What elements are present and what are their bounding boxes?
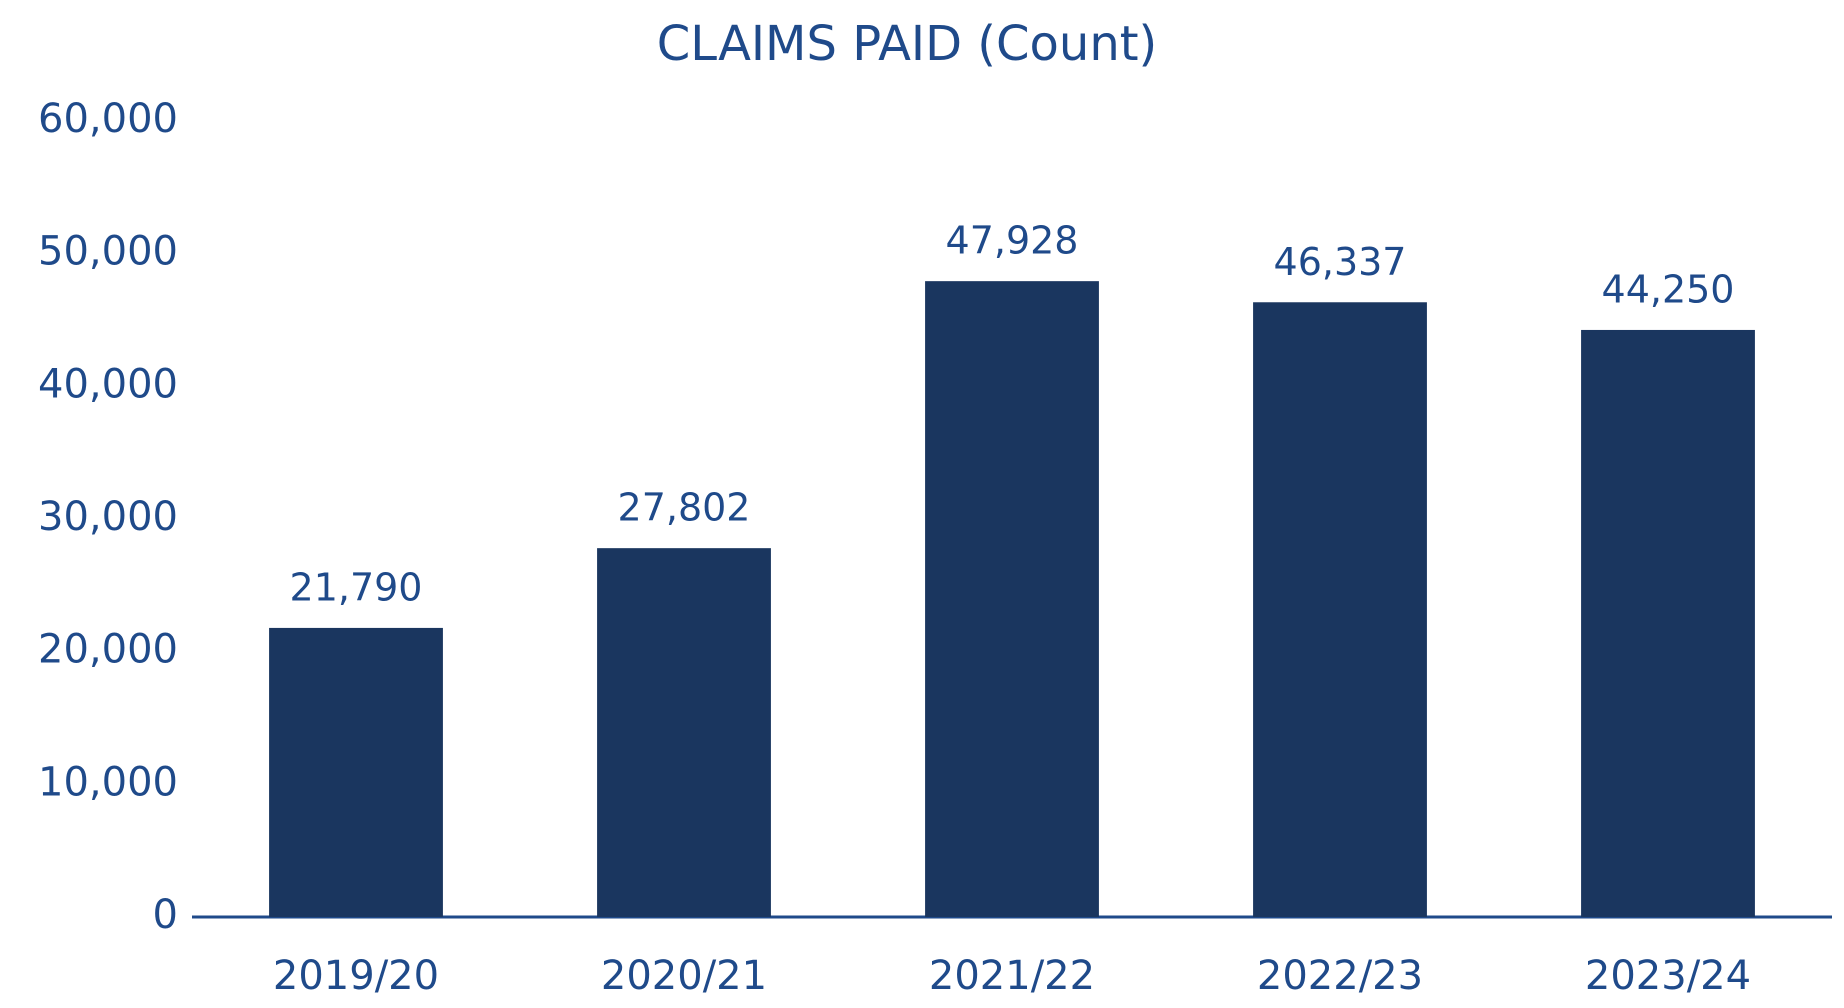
bar <box>269 627 443 917</box>
y-tick-label: 40,000 <box>38 361 178 407</box>
x-tick-label: 2022/23 <box>1257 953 1423 999</box>
y-tick-label: 0 <box>153 892 178 938</box>
x-tick-label: 2020/21 <box>601 953 767 999</box>
data-label: 44,250 <box>1602 267 1735 311</box>
chart-title: CLAIMS PAID (Count) <box>657 16 1158 72</box>
x-tick-label: 2021/22 <box>929 953 1095 999</box>
bar <box>597 548 771 917</box>
x-tick-label: 2023/24 <box>1585 953 1751 999</box>
bar <box>1581 329 1755 917</box>
y-tick-label: 60,000 <box>38 96 178 142</box>
x-tick-label: 2019/20 <box>273 953 439 999</box>
y-tick-label: 10,000 <box>38 759 178 805</box>
bar <box>1253 302 1427 918</box>
y-tick-label: 30,000 <box>38 494 178 540</box>
data-label: 27,802 <box>618 486 751 530</box>
y-tick-label: 20,000 <box>38 627 178 673</box>
data-label: 47,928 <box>946 219 1079 263</box>
y-tick-label: 50,000 <box>38 229 178 275</box>
data-label: 46,337 <box>1274 240 1407 284</box>
data-label: 21,790 <box>290 565 423 609</box>
bar <box>925 281 1099 917</box>
